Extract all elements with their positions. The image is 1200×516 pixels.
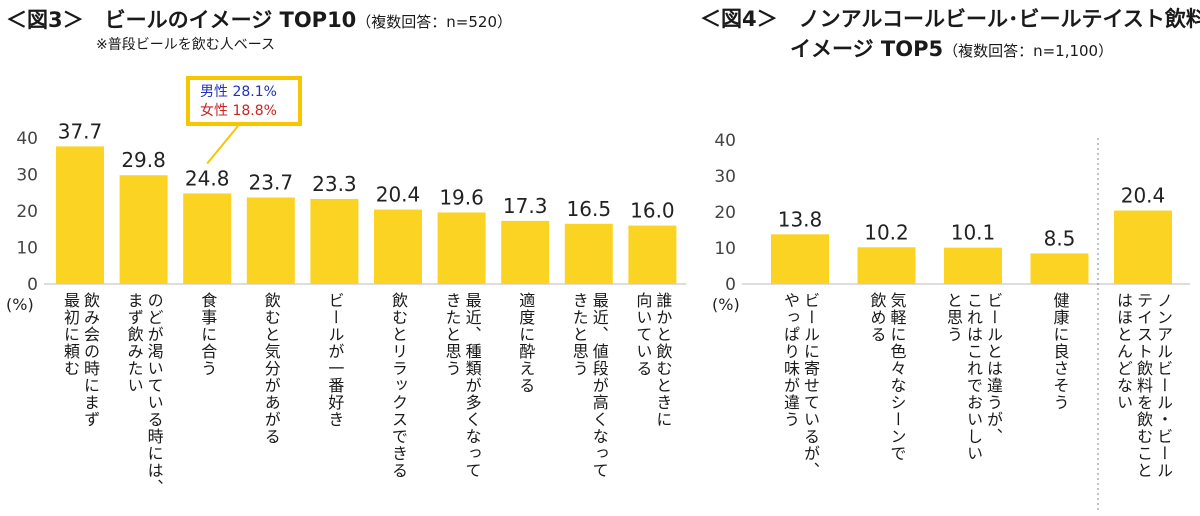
bar [119,175,168,284]
category-label: 最近、値段が高くなって きたと思う [569,292,609,479]
bar [437,212,486,284]
bar [628,225,677,284]
data-label: 8.5 [1044,226,1076,250]
gender-callout: 男性 28.1% 女性 18.8% [186,76,302,126]
data-label: 16.0 [630,199,675,223]
bar [56,146,104,284]
y-tick-label: 40 [714,131,736,151]
bar [183,193,232,284]
data-label: 23.7 [249,170,294,194]
data-label: 20.4 [1121,184,1166,208]
bar [374,209,422,284]
category-label: のどが渇いている時には、 まず飲みたい [124,292,164,496]
y-axis-label: (%) [712,295,740,314]
bar [1030,253,1089,284]
figure3-note: （複数回答：n=520） [356,13,513,31]
category-label: ノンアルビール・ビール テイスト飲料を飲むこと はほとんどない [1114,292,1173,479]
y-tick-label: 0 [725,275,736,295]
bar [310,198,359,284]
category-label: 飲むとリラックスできる [389,292,408,479]
y-tick-label: 20 [714,203,736,223]
category-label: ビールが一番好き [325,292,345,428]
callout-male: 男性 28.1% [200,84,277,100]
figure4-heading: イメージ TOP5 [790,37,944,61]
bar [771,234,829,284]
bar [246,197,295,284]
figure4-heading-line2: イメージ TOP5（複数回答：n=1,100） [700,34,1200,66]
data-label: 19.6 [439,185,484,209]
category-label: 気軽に色々なシーンで 飲める [867,292,907,462]
data-label: 10.1 [951,221,996,245]
y-tick-label: 30 [714,167,736,187]
category-label: 食事に合う [198,292,218,377]
callout-pointer [206,125,239,165]
figure4-heading-line1: ＜図4＞ ノンアルコールビール･ビールテイスト飲料の [700,7,1200,31]
y-tick-label: 20 [16,202,38,222]
category-label: 飲み会の時にまず 最初に頼む [61,292,100,428]
y-tick-label: 0 [27,275,38,295]
figure4-note: （複数回答：n=1,100） [943,42,1114,60]
y-tick-label: 10 [16,239,38,259]
data-label: 37.7 [58,119,103,143]
figure3-subtitle: ※普段ビールを飲む人ベース [96,37,276,53]
y-axis-label: (%) [6,295,34,314]
category-label: 誰かと飲むときに 向いている [633,292,673,428]
category-label: ビールとは違うが、 これはこれでおいしい と思う [944,292,1003,462]
data-label: 29.8 [121,148,166,172]
category-label: 適度に酔える [516,292,536,394]
category-label: 飲むと気分があがる [261,292,281,445]
data-label: 10.2 [864,220,909,244]
data-label: 20.4 [376,183,421,207]
figure4-title: ＜図4＞ ノンアルコールビール･ビールテイスト飲料の イメージ TOP5（複数回… [700,4,1200,66]
category-label: 最近、種類が多くなって きたと思う [442,292,482,479]
category-label: ビールに寄せているが、 やっぱり味が違う [781,292,820,479]
bar [564,223,613,284]
bar [501,220,550,284]
y-tick-label: 30 [16,166,38,186]
callout-female: 女性 18.8% [200,103,277,119]
figure3-heading: ＜図3＞ ビールのイメージ TOP10 [6,8,357,32]
figure3-title: ＜図3＞ ビールのイメージ TOP10（複数回答：n=520） [6,4,512,34]
bar [857,247,916,284]
data-label: 24.8 [185,166,230,190]
data-label: 13.8 [778,207,823,231]
y-tick-label: 40 [16,129,38,149]
y-tick-label: 10 [714,239,736,259]
category-label: 健康に良さそう [1050,292,1070,411]
data-label: 17.3 [503,194,548,218]
bar [1114,210,1172,284]
data-label: 23.3 [312,172,357,196]
bar [944,247,1002,284]
data-label: 16.5 [567,197,612,221]
